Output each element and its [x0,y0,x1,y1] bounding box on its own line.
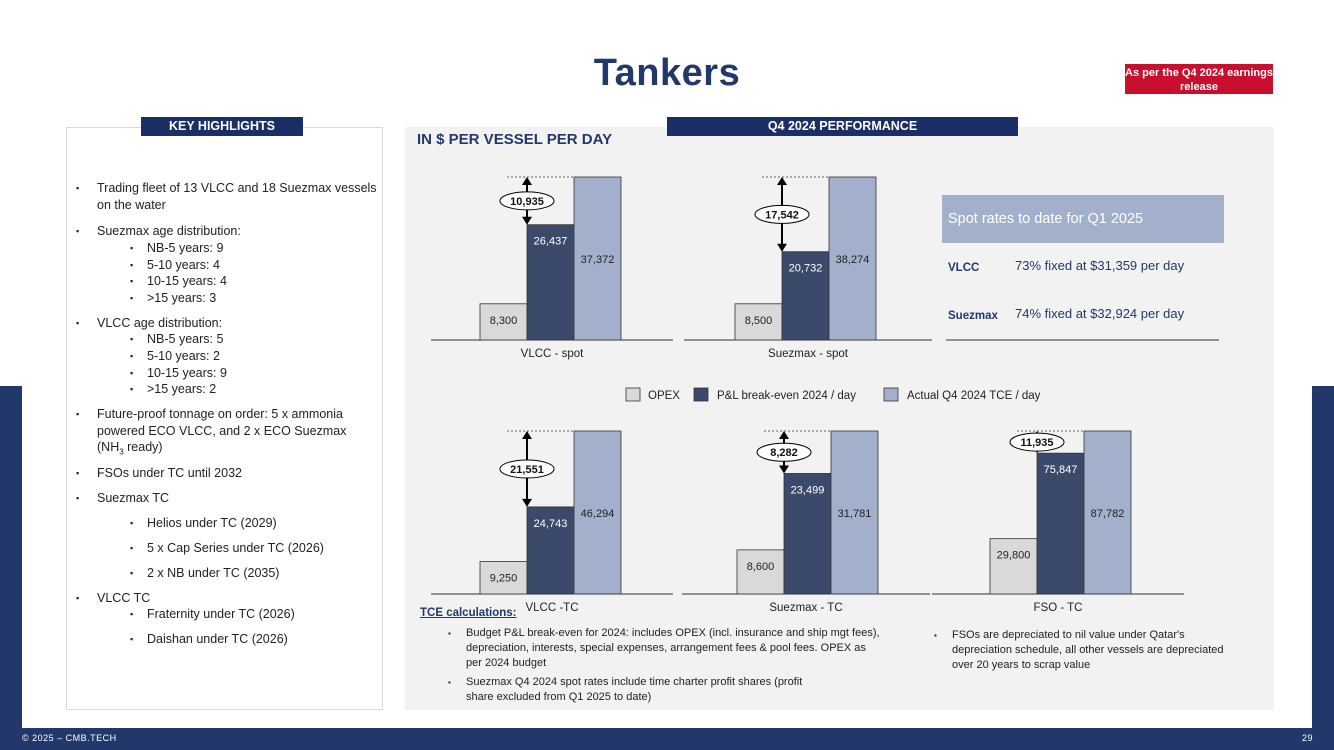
arrow-head-down [522,216,532,225]
bar-value-label: 26,437 [534,236,568,248]
legend-label: OPEX [648,390,680,402]
category-label: FSO - TC [1034,602,1083,614]
bar-value-label: 9,250 [490,572,518,584]
page-title: Tankers [593,52,741,94]
arrow-head-up [779,431,789,439]
bullet-icon: ▪ [448,629,451,638]
bar-breakeven [526,506,575,595]
legend-swatch [625,387,641,402]
key-highlights-tag: KEY HIGHLIGHTS [141,117,303,136]
bar-breakeven [783,473,832,595]
legend-swatch [883,387,899,402]
bar-value-label: 8,600 [747,561,775,573]
earnings-badge: As per the Q4 2024 earnings release [1125,64,1273,94]
legend-swatch [693,387,709,402]
arrow-head-down [522,498,532,507]
bar-value-label: 23,499 [791,484,825,496]
bullet-icon: ▪ [130,243,134,253]
gap-bubble [756,442,812,462]
bar-value-label: 75,847 [1044,464,1078,476]
bar-value-label: 31,781 [838,508,872,520]
bar-opex [479,561,528,595]
bullet-icon: ▪ [130,568,134,578]
bullet-icon: ▪ [130,368,134,378]
bar-tce [1083,430,1132,595]
bullet-icon: ▪ [76,468,80,478]
gap-bubble [1009,432,1065,452]
bar-tce [573,430,622,595]
bullet-icon: ▪ [76,409,80,419]
legend-label: P&L break-even 2024 / day [717,390,856,402]
bar-value-label: 38,274 [836,254,870,266]
bar-tce [828,176,877,341]
category-label: VLCC - spot [521,348,584,360]
bar-value-label: 87,782 [1091,508,1125,520]
bar-opex [734,303,783,341]
bar-breakeven [1036,452,1085,595]
bullet-icon: ▪ [934,631,937,640]
legend-label: Actual Q4 2024 TCE / day [907,390,1041,402]
gap-value-label: 21,551 [510,464,544,476]
spot-row-suezmax: Suezmax [948,310,998,322]
arrow-head-down [777,243,787,252]
category-label: VLCC -TC [525,602,578,614]
bar-value-label: 8,300 [490,315,518,327]
spot-value-suezmax: 74% fixed at $32,924 per day [1015,306,1185,321]
bar-value-label: 46,294 [581,508,615,520]
arrow-head-up [777,177,787,185]
performance-tag: Q4 2024 PERFORMANCE [667,117,1018,136]
bar-breakeven [781,251,830,341]
bar-tce [573,176,622,341]
bullet-icon: ▪ [76,226,80,236]
bullet-icon: ▪ [76,493,80,503]
bullet-icon: ▪ [76,318,80,328]
bar-opex [479,303,528,341]
gap-value-label: 17,542 [765,209,799,221]
gap-value-label: 10,935 [510,196,544,208]
bar-value-label: 24,743 [534,518,568,530]
gap-value-label: 11,935 [1020,437,1053,449]
arrow-head-down [779,465,789,474]
bullet-icon: ▪ [130,293,134,303]
bullet-icon: ▪ [130,334,134,344]
bullet-icon: ▪ [130,634,134,644]
bullet-icon: ▪ [76,183,80,193]
bullet-icon: ▪ [130,543,134,553]
performance-subtitle: IN $ PER VESSEL PER DAY [417,131,613,148]
spot-value-vlcc: 73% fixed at $31,359 per day [1015,258,1185,273]
footer-copyright: © 2025 – CMB.TECH [22,733,117,743]
bar-value-label: 29,800 [997,550,1031,562]
bar-value-label: 20,732 [789,263,823,275]
bullet-icon: ▪ [76,593,80,603]
bar-opex [989,538,1038,595]
gap-value-label: 8,282 [770,447,798,459]
gap-bubble [499,459,555,479]
arrow-head-up [522,431,532,439]
bar-opex [736,549,785,595]
footer-page-number: 29 [1302,733,1314,743]
bullet-icon: ▪ [130,351,134,361]
bullet-icon: ▪ [130,260,134,270]
bar-breakeven [526,224,575,341]
spot-row-vlcc: VLCC [948,262,980,274]
bullet-icon: ▪ [130,276,134,286]
bar-tce [830,430,879,595]
tce-title: TCE calculations: [420,607,517,619]
key-highlights-panel [66,127,383,710]
gap-bubble [499,191,555,211]
bullet-icon: ▪ [130,384,134,394]
arrow-head-up [522,177,532,185]
bar-value-label: 8,500 [745,315,773,327]
category-label: Suezmax - spot [768,348,849,360]
bullet-icon: ▪ [448,678,451,687]
bar-value-label: 37,372 [581,254,615,266]
category-label: Suezmax - TC [769,602,842,614]
gap-bubble [754,204,810,224]
bullet-icon: ▪ [130,518,134,528]
spot-rates-header: Spot rates to date for Q1 2025 [942,195,1224,243]
bullet-icon: ▪ [130,609,134,619]
